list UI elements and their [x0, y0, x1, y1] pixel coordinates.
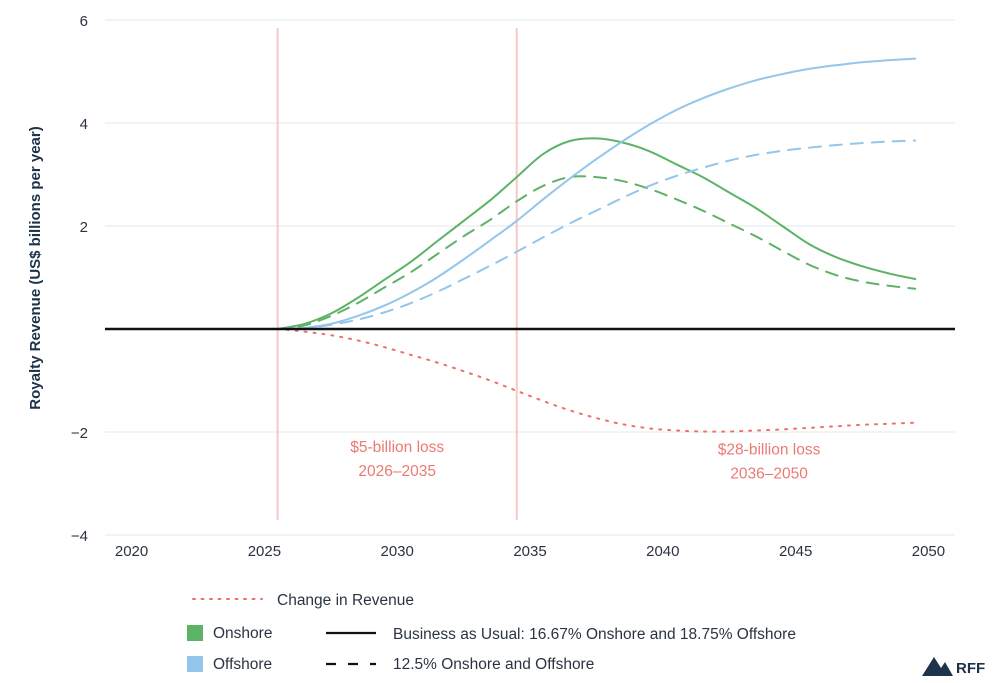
legend-label-bau: Business as Usual: 16.67% Onshore and 18… — [393, 626, 796, 643]
x-tick-label: 2025 — [248, 543, 281, 560]
x-tick-label: 2040 — [646, 543, 679, 560]
legend-label-offshore: Offshore — [213, 656, 272, 673]
series — [276, 57, 917, 433]
series-offshore-alt — [276, 139, 917, 330]
series-change-in-revenue — [276, 328, 917, 433]
annotation-loss-1: $5-billion loss — [350, 439, 444, 456]
series-onshore-bau — [276, 137, 917, 330]
legend-item-bau: Business as Usual: 16.67% Onshore and 18… — [326, 626, 796, 643]
y-tick-label: 2 — [80, 219, 88, 236]
legend-label-onshore: Onshore — [213, 625, 272, 642]
x-tick-label: 2020 — [115, 543, 148, 560]
y-tick-label: 4 — [80, 116, 88, 133]
series-offshore-bau — [276, 57, 917, 330]
grid — [105, 19, 955, 536]
x-tick-label: 2035 — [513, 543, 546, 560]
rff-logo: RFF — [922, 657, 985, 677]
legend-label-change: Change in Revenue — [277, 592, 414, 609]
y-axis-label: Royalty Revenue (US$ billions per year) — [27, 126, 44, 409]
legend: Change in Revenue Onshore Offshore Busin… — [187, 592, 796, 673]
legend-item-alt: 12.5% Onshore and Offshore — [326, 656, 594, 673]
logo-text: RFF — [956, 660, 985, 677]
annotation-period-2: 2036–2050 — [730, 465, 808, 482]
legend-label-alt: 12.5% Onshore and Offshore — [393, 656, 594, 673]
legend-item-offshore: Offshore — [187, 656, 272, 673]
y-tick-label: −2 — [71, 425, 88, 442]
series-onshore-alt — [276, 175, 917, 330]
legend-swatch-onshore — [187, 625, 203, 641]
y-tick-label: −4 — [71, 528, 88, 545]
x-tick-label: 2030 — [381, 543, 414, 560]
ticks: −4 −2 2 4 6 2020 2025 2030 2035 2040 2045 2050 — [71, 13, 945, 560]
legend-swatch-offshore — [187, 656, 203, 672]
annotations: $5-billion loss 2026–2035 $28-billion loss… — [350, 439, 820, 483]
annotation-loss-2: $28-billion loss — [718, 441, 821, 458]
x-tick-label: 2050 — [912, 543, 945, 560]
legend-item-onshore: Onshore — [187, 625, 272, 642]
y-tick-label: 6 — [80, 13, 88, 30]
annotation-period-1: 2026–2035 — [358, 463, 436, 480]
legend-item-change: Change in Revenue — [192, 592, 414, 609]
x-tick-label: 2045 — [779, 543, 812, 560]
mountain-icon — [922, 657, 953, 676]
period-lines — [276, 28, 518, 520]
